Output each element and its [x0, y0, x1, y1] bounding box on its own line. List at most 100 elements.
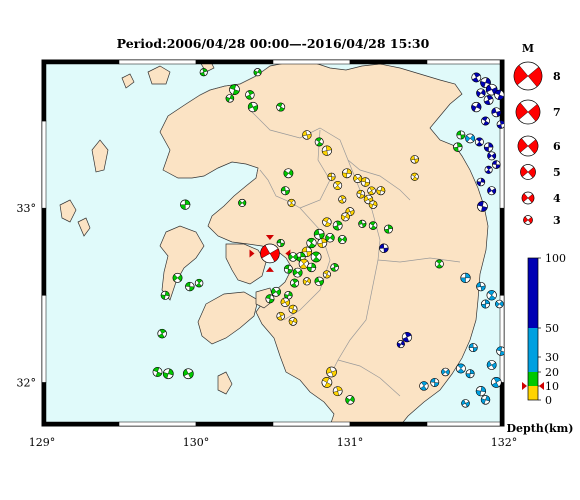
magnitude-legend-ball [521, 191, 535, 205]
event-mechanism [310, 251, 322, 263]
frame-bar [118, 59, 197, 65]
event-mechanism [487, 151, 497, 161]
magnitude-legend: M 8 7 6 5 4 3 [513, 42, 561, 227]
frame-bar [41, 295, 47, 383]
magnitude-legend-title: M [522, 42, 534, 55]
lat-tick-label: 33° [17, 202, 37, 215]
event-mechanism [368, 200, 378, 209]
event-mechanism [376, 186, 386, 196]
event-mechanism [325, 233, 335, 243]
magnitude-legend-label: 4 [553, 192, 561, 205]
event-mechanism [455, 363, 466, 374]
map-title: Period:2006/04/28 00:00—-2016/04/28 15:3… [116, 36, 430, 51]
frame-bar [499, 120, 505, 209]
event-mechanism [288, 252, 298, 262]
event-mechanism [360, 177, 371, 187]
event-mechanism [476, 281, 486, 292]
event-mechanism [185, 281, 195, 292]
event-mechanism [471, 101, 482, 113]
frame-bar [272, 59, 351, 65]
event-mechanism [283, 264, 293, 274]
frame-bar [426, 59, 505, 65]
event-mechanism [460, 272, 471, 284]
event-mechanism [157, 328, 167, 339]
depth-tick-label: 50 [545, 322, 559, 335]
magnitude-legend-ball [523, 215, 533, 225]
event-mechanism [332, 386, 343, 397]
event-mechanism [265, 294, 275, 304]
land-island [121, 73, 135, 89]
event-mechanism [384, 224, 393, 234]
event-mechanism [306, 237, 317, 249]
depth-tick-label: 30 [545, 351, 559, 364]
event-mechanism [280, 297, 291, 307]
depth-bar-frame [527, 257, 539, 401]
magnitude-legend-label: 6 [553, 140, 561, 153]
event-mechanism [477, 201, 488, 212]
event-mechanism [487, 186, 497, 196]
event-mechanism [160, 290, 170, 300]
event-mechanism [367, 186, 376, 195]
event-mechanism [322, 270, 331, 279]
event-mechanism [333, 180, 343, 190]
event-mechanism [321, 145, 333, 156]
frame-bar [426, 421, 505, 427]
event-mechanism [247, 101, 259, 113]
event-mechanism [321, 377, 333, 388]
magnitude-legend-ball [517, 135, 539, 157]
lon-tick-label: 131° [337, 436, 364, 449]
event-mechanism [332, 220, 343, 231]
depth-band [528, 372, 538, 386]
event-mechanism [288, 317, 298, 326]
event-mechanism [401, 331, 413, 343]
event-mechanism [313, 228, 325, 240]
depth-tick-label: 100 [545, 252, 566, 265]
land-amakusa [197, 291, 259, 345]
mechanism-events [152, 68, 504, 408]
depth-marker-right [539, 382, 544, 390]
event-mechanism [495, 299, 504, 309]
event-mechanism [276, 102, 286, 112]
event-mechanism [287, 198, 296, 207]
event-mechanism [481, 116, 491, 126]
event-mechanism [199, 68, 208, 77]
land-shimabara [225, 243, 267, 285]
event-mechanism [340, 212, 350, 222]
event-mechanism [434, 259, 444, 269]
event-mechanism [496, 346, 504, 356]
event-mechanism [476, 177, 486, 187]
lon-tick-label: 129° [29, 436, 56, 449]
event-mechanism [461, 399, 470, 408]
event-mechanism [283, 168, 294, 179]
depth-band [528, 386, 538, 400]
depth-marker-left [522, 382, 527, 390]
prefecture-borders [249, 109, 461, 397]
event-mechanism [430, 377, 440, 387]
event-mechanism [280, 186, 290, 196]
lon-tick-label: 132° [491, 436, 518, 449]
event-mechanism [288, 304, 298, 314]
land-island [77, 217, 91, 237]
event-mechanism [471, 72, 482, 83]
event-mechanism [465, 369, 475, 379]
coastline-detail [185, 65, 271, 187]
event-mechanism [476, 88, 486, 98]
event-mechanism [441, 367, 450, 377]
event-mechanism [456, 130, 466, 140]
event-mechanism [453, 142, 463, 152]
event-mechanism [483, 142, 494, 152]
event-mechanism [276, 238, 285, 248]
frame-bar [499, 207, 505, 296]
event-mechanism [314, 137, 324, 147]
frame-bar [41, 207, 47, 296]
frame-bar [41, 59, 120, 65]
event-mechanism [475, 385, 487, 397]
event-mechanism [480, 395, 491, 405]
event-mechanism [253, 68, 262, 77]
event-mechanism [410, 155, 419, 164]
event-mechanism [481, 299, 491, 309]
event-mechanism [484, 165, 493, 174]
event-mechanism [337, 235, 347, 245]
